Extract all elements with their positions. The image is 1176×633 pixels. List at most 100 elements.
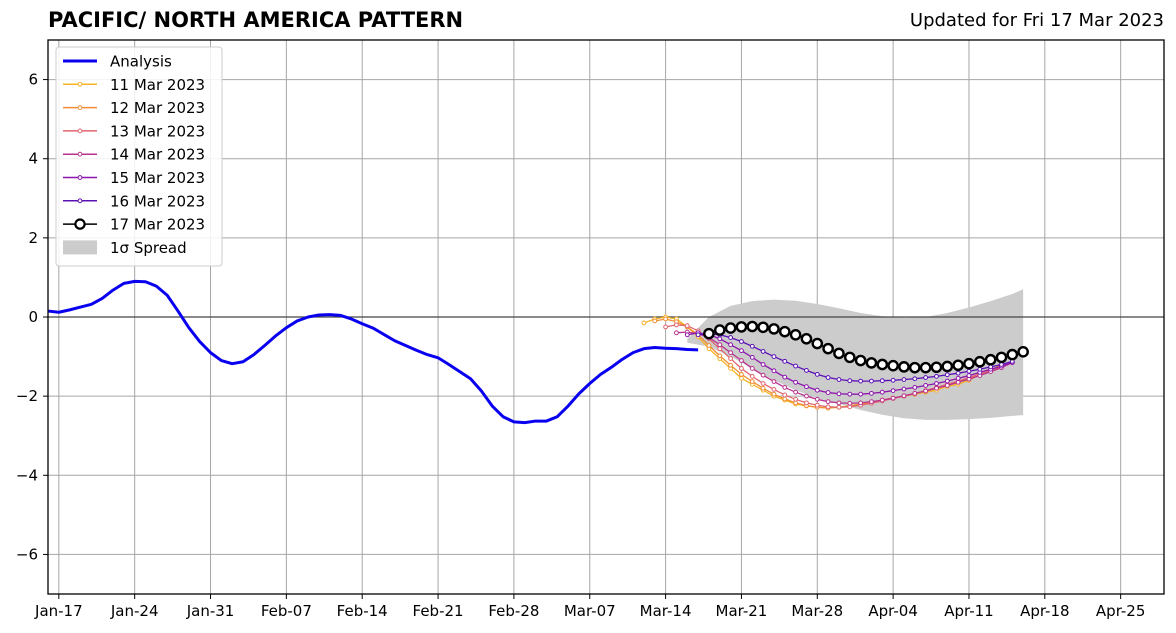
forecast-point bbox=[955, 379, 961, 385]
forecast-point bbox=[749, 379, 755, 384]
forecast-point bbox=[760, 372, 766, 378]
forecast-point bbox=[771, 368, 777, 374]
forecast-point bbox=[814, 371, 820, 377]
forecast-point bbox=[804, 368, 809, 373]
legend-item: 11 Mar 2023 bbox=[63, 76, 205, 94]
legend-item: 17 Mar 2023 bbox=[63, 216, 205, 234]
legend-item: 13 Mar 2023 bbox=[63, 122, 205, 140]
forecast-point bbox=[760, 362, 766, 367]
forecast-point bbox=[782, 385, 788, 390]
series-7 bbox=[703, 320, 1029, 374]
forecast-point bbox=[966, 373, 972, 378]
forecast-point bbox=[695, 332, 701, 338]
forecast-point bbox=[890, 377, 896, 383]
legend-label: 17 Mar 2023 bbox=[110, 216, 205, 234]
forecast-point bbox=[984, 353, 997, 366]
forecast-point bbox=[782, 374, 788, 380]
legend-marker bbox=[77, 151, 83, 157]
legend-item: 16 Mar 2023 bbox=[63, 192, 205, 210]
legend-label: 11 Mar 2023 bbox=[110, 76, 205, 94]
forecast-point bbox=[804, 384, 809, 390]
forecast-point bbox=[901, 393, 907, 399]
x-tick-label: Apr-11 bbox=[944, 602, 994, 620]
y-tick-label: 0 bbox=[28, 308, 38, 326]
x-tick-label: Mar-28 bbox=[791, 602, 843, 620]
legend-label: 13 Mar 2023 bbox=[110, 122, 205, 140]
forecast-point bbox=[923, 383, 929, 388]
forecast-point bbox=[746, 320, 759, 333]
forecast-point bbox=[898, 361, 910, 373]
forecast-point bbox=[739, 375, 744, 381]
legend-box bbox=[55, 46, 223, 267]
forecast-point bbox=[833, 347, 845, 360]
forecast-point bbox=[912, 385, 918, 390]
forecast-point bbox=[717, 342, 723, 348]
forecast-point bbox=[757, 321, 769, 334]
forecast-point bbox=[684, 332, 690, 338]
forecast-point bbox=[843, 351, 856, 364]
forecast-point bbox=[879, 397, 885, 403]
axes: −6 −4 −2 0 2 4 6 Jan-17 Jan-24 Jan-31 Feb-07 Feb-14… bbox=[16, 39, 1165, 620]
forecast-point bbox=[941, 360, 954, 373]
forecast-point bbox=[858, 391, 864, 397]
forecast-point bbox=[814, 387, 820, 393]
legend-label: 15 Mar 2023 bbox=[110, 169, 205, 187]
x-tick-label: Feb-21 bbox=[413, 602, 464, 620]
forecast-point bbox=[847, 391, 853, 397]
x-tick-label: Mar-07 bbox=[564, 602, 616, 620]
forecast-point bbox=[869, 378, 874, 384]
forecast-point bbox=[890, 388, 896, 394]
x-tick-label: Jan-17 bbox=[34, 602, 83, 620]
forecast-point bbox=[966, 368, 972, 374]
forecast-point bbox=[869, 390, 874, 396]
forecast-point bbox=[887, 359, 899, 372]
forecast-point bbox=[717, 353, 723, 359]
forecast-point bbox=[825, 375, 831, 380]
forecast-point bbox=[934, 381, 939, 386]
legend-label: 12 Mar 2023 bbox=[110, 99, 205, 117]
forecast-point bbox=[782, 358, 788, 364]
legend-marker bbox=[77, 105, 83, 110]
legend-item: 12 Mar 2023 bbox=[63, 99, 205, 117]
forecast-point bbox=[854, 354, 867, 367]
legend: Analysis 11 Mar 2023 12 Mar 2023 13 Mar 202… bbox=[55, 46, 223, 267]
forecast-point bbox=[782, 396, 788, 402]
x-tick-label: Feb-28 bbox=[488, 602, 539, 620]
forecast-point bbox=[963, 357, 975, 370]
forecast-point bbox=[974, 355, 986, 368]
forecast-point bbox=[793, 389, 799, 395]
chart-subtitle: Updated for Fri 17 Mar 2023 bbox=[909, 10, 1164, 31]
legend-label: 14 Mar 2023 bbox=[110, 146, 205, 164]
legend-label: 1σ Spread bbox=[110, 239, 187, 257]
forecast-point bbox=[934, 385, 939, 391]
forecast-point bbox=[663, 316, 668, 322]
forecast-point bbox=[1017, 346, 1029, 358]
forecast-point bbox=[728, 335, 734, 340]
x-tick-label: Apr-18 bbox=[1020, 602, 1070, 620]
forecast-point bbox=[822, 342, 834, 355]
forecast-point bbox=[847, 378, 853, 384]
forecast-point bbox=[804, 400, 809, 406]
forecast-point bbox=[728, 356, 734, 361]
forecast-point bbox=[836, 404, 842, 410]
x-tick-label: Apr-25 bbox=[1096, 602, 1146, 620]
forecast-point bbox=[879, 378, 885, 384]
forecast-point bbox=[865, 357, 878, 369]
forecast-point bbox=[836, 391, 842, 397]
forecast-point bbox=[749, 366, 755, 371]
forecast-point bbox=[739, 358, 744, 363]
legend-marker bbox=[77, 128, 83, 134]
forecast-point bbox=[944, 378, 950, 384]
forecast-point bbox=[641, 320, 647, 326]
forecast-point bbox=[901, 386, 907, 392]
analysis-line bbox=[47, 279, 699, 425]
forecast-point bbox=[811, 337, 824, 350]
forecast-point bbox=[955, 375, 961, 381]
forecast-point bbox=[663, 324, 668, 330]
forecast-point bbox=[908, 361, 921, 374]
forecast-point bbox=[793, 363, 799, 369]
forecast-point bbox=[778, 325, 791, 338]
spread-area bbox=[687, 289, 1024, 420]
legend-marker bbox=[74, 218, 86, 230]
y-tick-label: −4 bbox=[16, 466, 38, 484]
